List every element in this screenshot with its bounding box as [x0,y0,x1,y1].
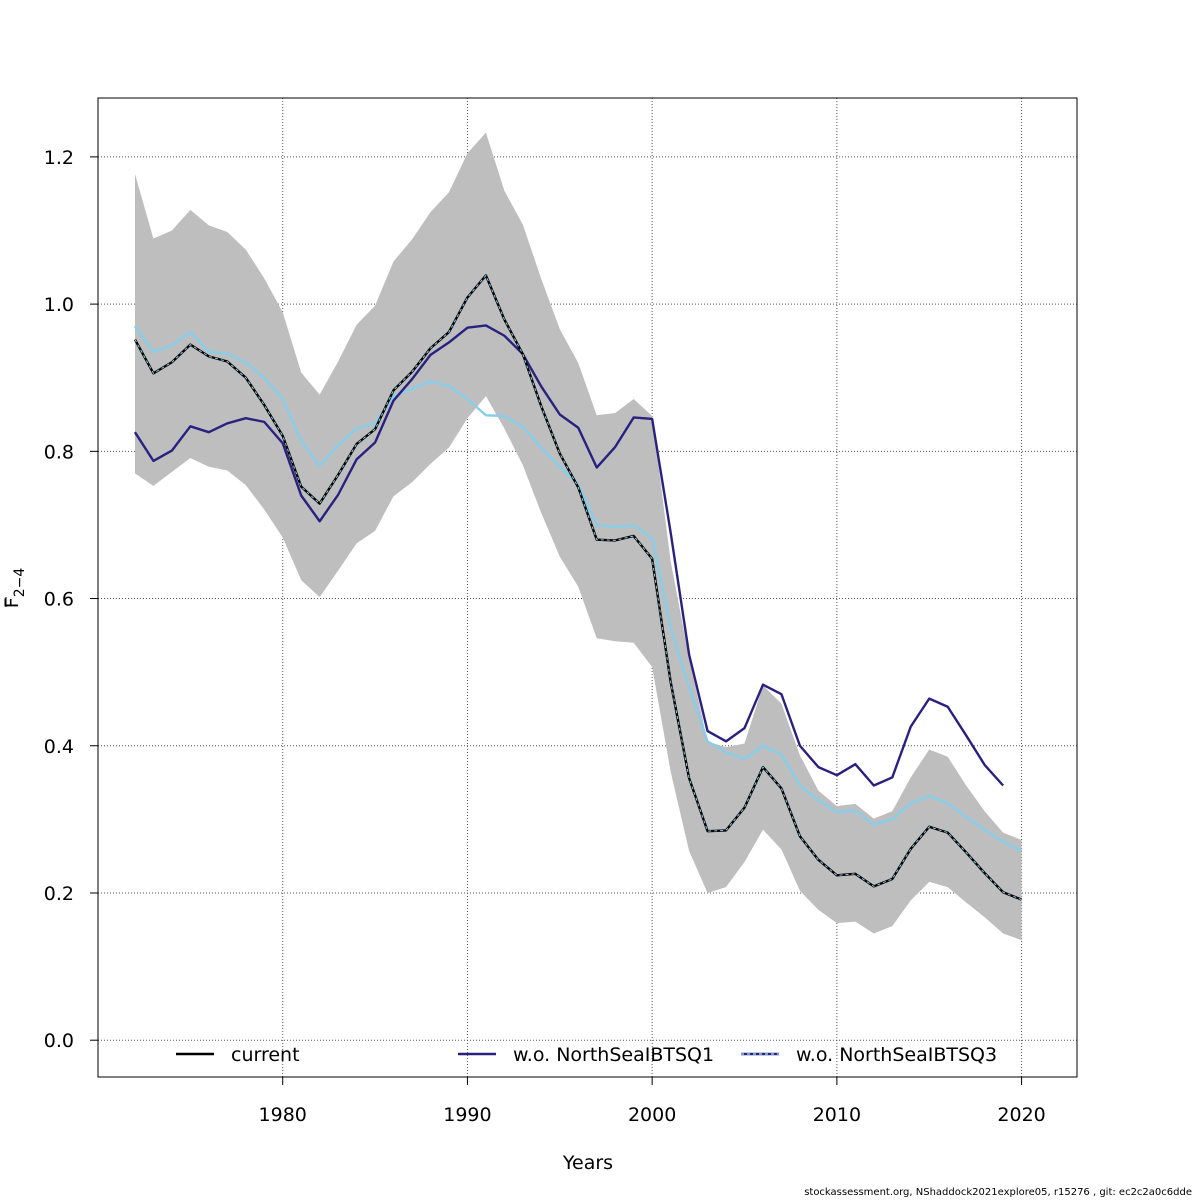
x-tick-label: 1990 [443,1104,491,1126]
confidence-band-layer [134,132,1022,941]
legend-label-0: current [231,1044,300,1066]
x-axis-label: Years [562,1152,613,1174]
plot-frame [97,97,1078,1078]
footer-credit: stockassessment.org, NShaddock2021explor… [804,1187,1192,1198]
y-axis: 0.0 0.2 0.4 0.6 0.8 1.0 1.2 [44,147,98,1052]
series-line-2 [133,325,1023,853]
y-tick-label: 1.2 [44,147,74,169]
legend-label-1: w.o. NorthSeaIBTSQ1 [513,1044,714,1066]
y-tick-label: 0.2 [44,883,74,905]
series-layer [133,274,1023,901]
x-axis: 1980 1990 2000 2010 2020 [259,1077,1046,1126]
y-axis-label: F2−4 [1,568,28,609]
x-tick-label: 2010 [813,1104,861,1126]
x-tick-label: 2000 [628,1104,676,1126]
legend-label-2: w.o. NorthSeaIBTSQ3 [796,1044,997,1066]
y-tick-label: 0.8 [44,441,74,463]
series-line-0-overlay [134,274,1022,901]
y-axis-label-sub: 2−4 [12,568,28,598]
confidence-band [134,132,1022,941]
x-tick-label: 2020 [997,1104,1045,1126]
y-tick-label: 0.0 [44,1030,74,1052]
legend: current w.o. NorthSeaIBTSQ1 w.o. NorthSeaI… [176,1044,997,1066]
x-tick-label: 1980 [259,1104,307,1126]
svg-text:F2−4: F2−4 [1,568,28,609]
y-tick-label: 0.6 [44,589,74,611]
series-line-1 [133,324,1005,787]
y-tick-label: 1.0 [44,294,74,316]
y-tick-label: 0.4 [44,736,74,758]
y-axis-label-main: F [1,597,23,608]
